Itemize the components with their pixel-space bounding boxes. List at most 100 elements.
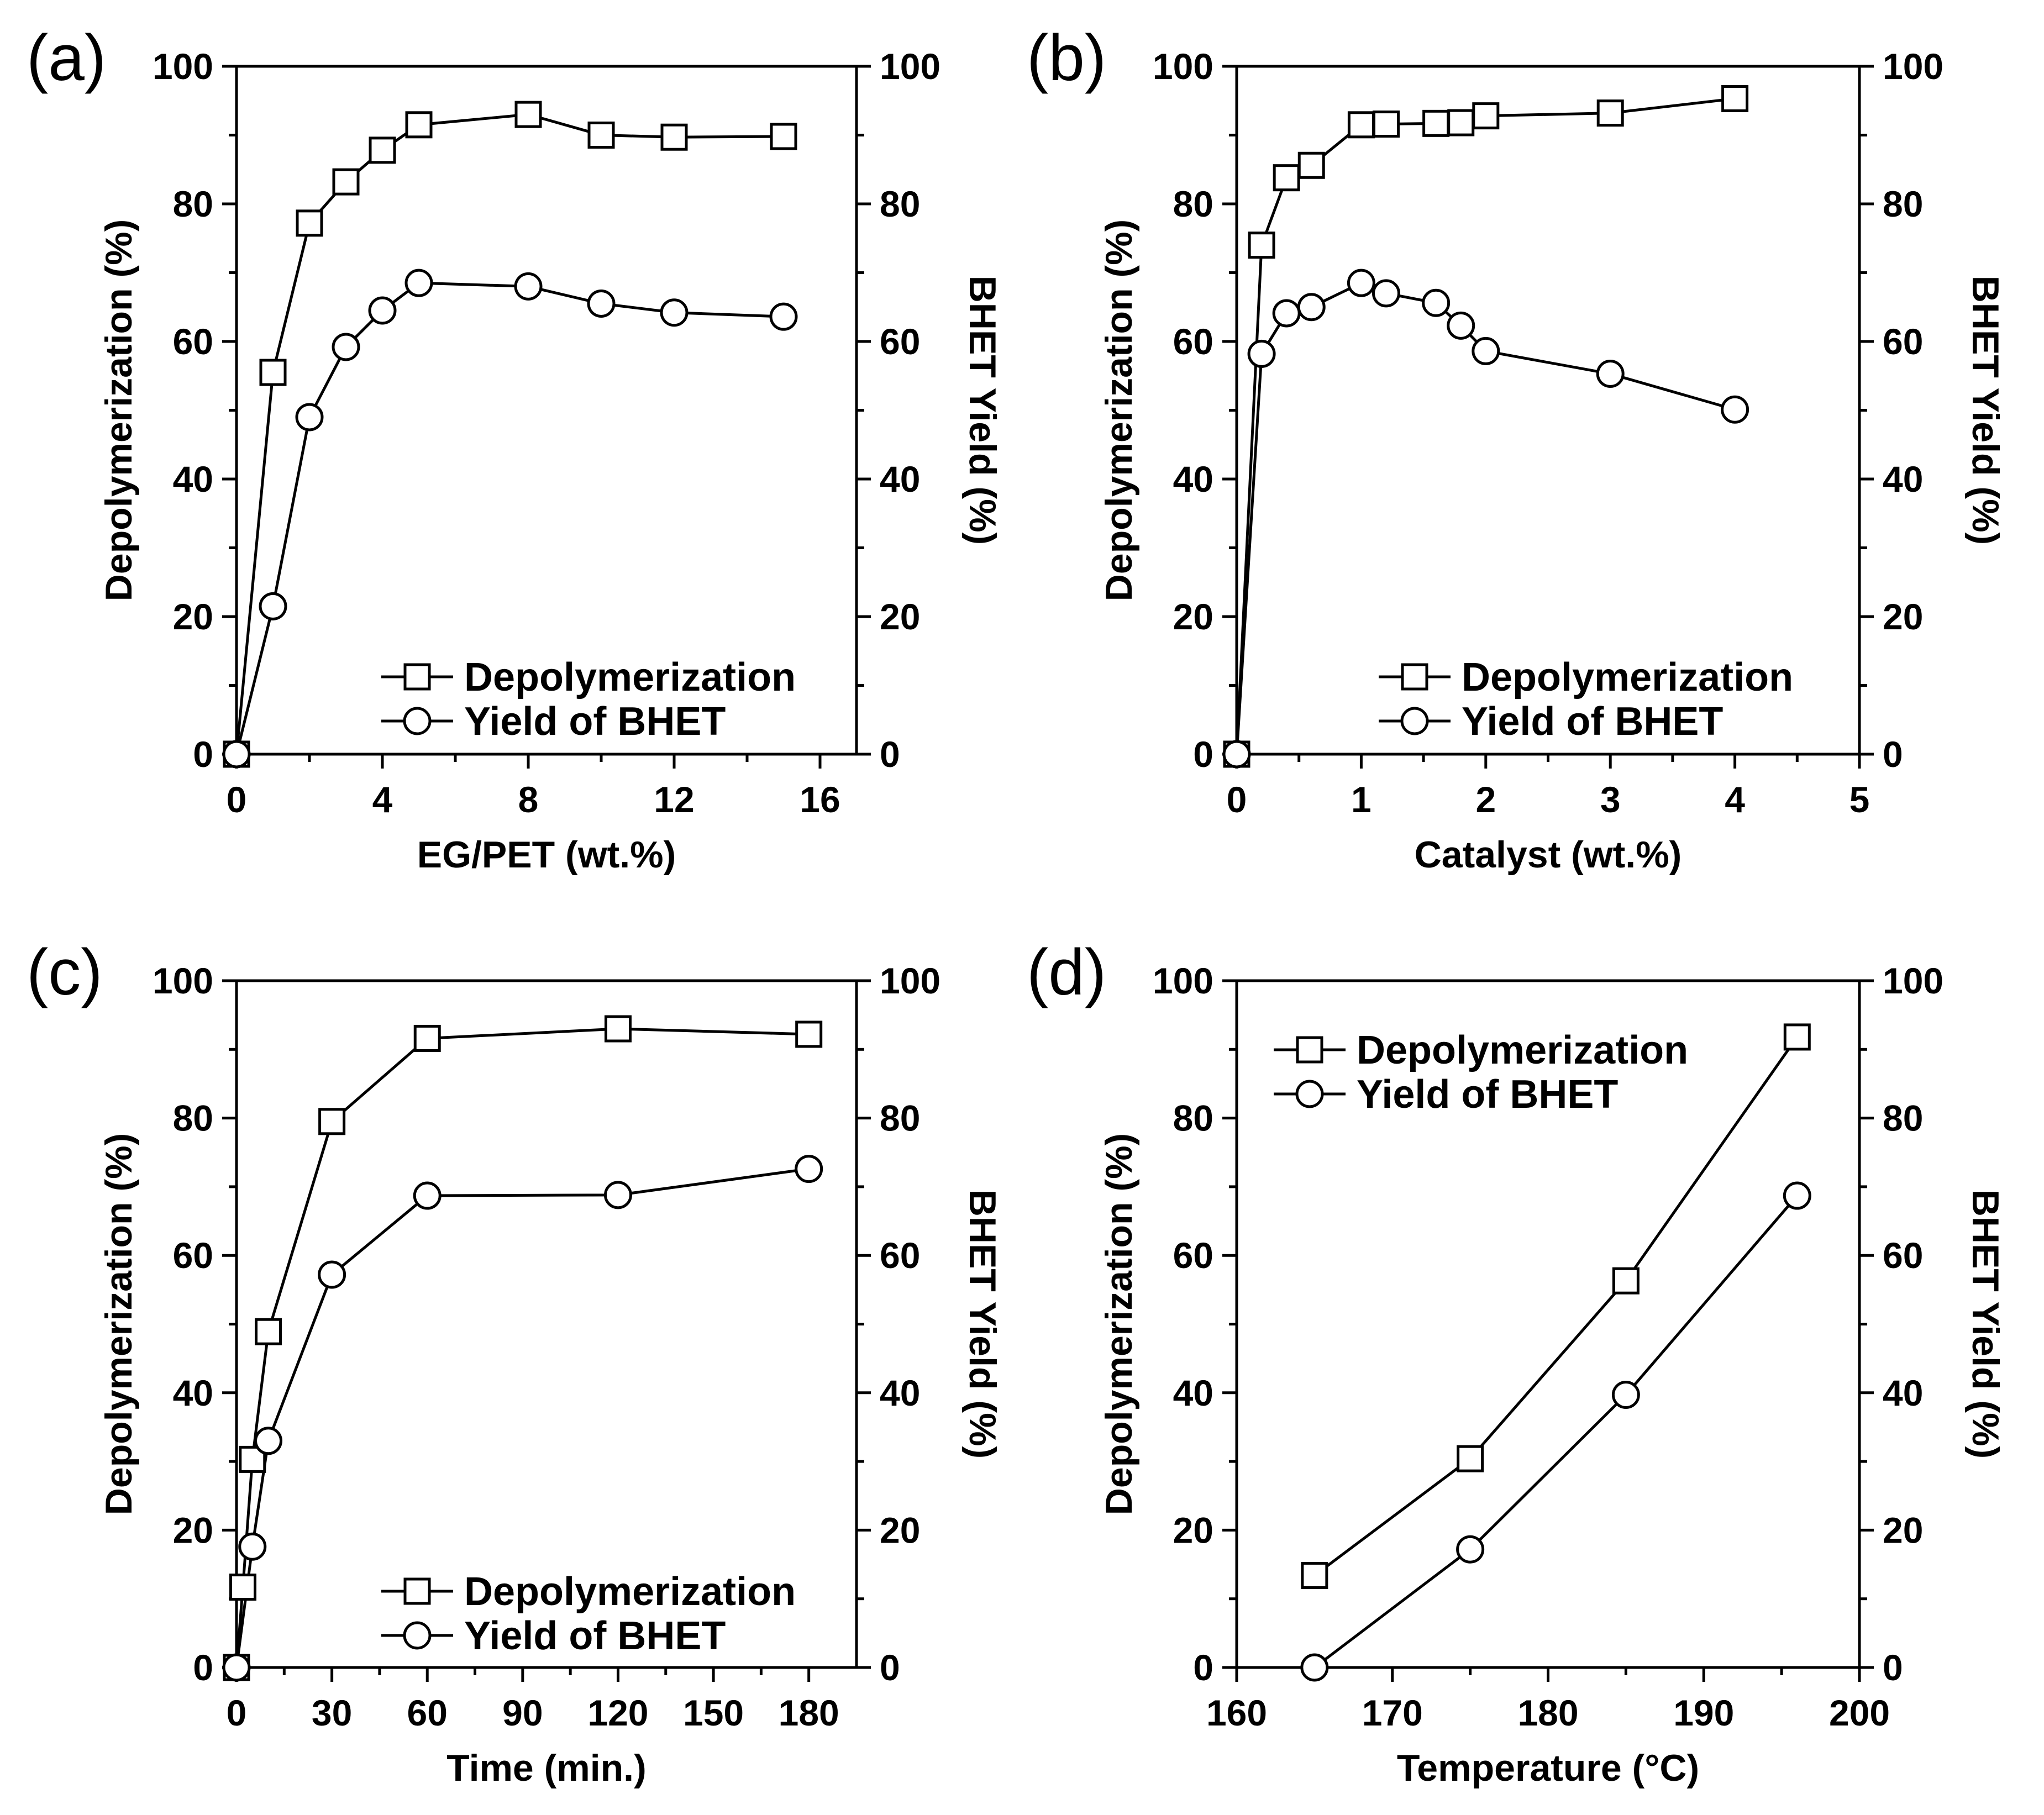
legend-label: Depolymerization (464, 1570, 796, 1614)
y-tick-label-right: 80 (1883, 183, 1923, 224)
y-tick-label-right: 60 (880, 1235, 920, 1276)
y-tick-label-right: 80 (1883, 1098, 1923, 1139)
legend-label: Depolymerization (1462, 655, 1793, 699)
y-tick-label-left: 20 (1173, 1509, 1213, 1550)
depolymerization-point (1248, 232, 1275, 259)
y-axis-title-right: BHET Yield (%) (961, 1190, 1003, 1459)
depolymerization-point (369, 136, 396, 164)
depolymerization-point (1297, 151, 1325, 179)
bhet-yield-point (1297, 293, 1326, 322)
y-tick-label-right: 40 (1883, 459, 1923, 499)
y-tick-label-left: 60 (1173, 1235, 1213, 1276)
depolymerization-point (1612, 1267, 1640, 1295)
plot-frame (235, 65, 858, 756)
depolymerization-point (1372, 111, 1400, 138)
x-tick-label: 1 (1351, 779, 1372, 820)
x-tick-label: 0 (227, 1692, 247, 1733)
y-tick-label-left: 20 (173, 1509, 213, 1550)
y-tick-label-left: 40 (173, 459, 213, 499)
bhet-yield-point (413, 1181, 442, 1210)
y-axis-title-left: Depolymerization (%) (98, 1133, 140, 1515)
depolymerization-point (332, 168, 360, 196)
bhet-yield-point (295, 403, 324, 432)
bhet-yield-point (660, 298, 689, 327)
x-tick-label: 2 (1475, 779, 1496, 820)
legend-label: Yield of BHET (1357, 1072, 1618, 1117)
y-tick-label-left: 100 (1153, 46, 1213, 87)
bhet-yield-point (1222, 740, 1251, 769)
depolymerization-point (587, 122, 615, 149)
depolymerization-point (514, 101, 542, 128)
x-tick-label: 0 (227, 779, 247, 820)
panel-label: (b) (1027, 22, 1106, 94)
depolymerization-point (259, 359, 287, 386)
depolymerization-point (1596, 99, 1624, 127)
depolymerization-point (1347, 111, 1375, 139)
depolymerization-point (1457, 1445, 1484, 1472)
legend-label: Depolymerization (1357, 1028, 1688, 1072)
depolymerization-point (1301, 1561, 1328, 1589)
x-tick-label: 3 (1600, 779, 1621, 820)
y-tick-label-left: 100 (153, 960, 213, 1001)
x-tick-label: 30 (312, 1692, 352, 1733)
panel-label: (a) (27, 22, 106, 94)
y-tick-label-left: 0 (193, 734, 213, 775)
x-tick-label: 90 (502, 1692, 543, 1733)
panel-label: (d) (1027, 936, 1106, 1009)
bhet-yield-point (514, 272, 543, 301)
y-tick-label-right: 0 (880, 1647, 900, 1688)
y-tick-label-right: 0 (1883, 734, 1903, 775)
bhet-yield-point (1721, 395, 1749, 424)
y-tick-label-left: 60 (173, 321, 213, 362)
series-line-bhet-yield (1313, 1195, 1799, 1669)
bhet-yield-point (603, 1181, 632, 1209)
y-tick-label-left: 80 (1173, 183, 1213, 224)
x-axis-title: EG/PET (wt.%) (417, 834, 676, 876)
bhet-yield-point (1596, 360, 1625, 388)
bhet-yield-point (1272, 299, 1301, 328)
y-tick-label-left: 0 (1193, 734, 1213, 775)
y-axis-title-left: Depolymerization (%) (1098, 219, 1140, 601)
x-tick-label: 4 (1725, 779, 1745, 820)
y-axis-title-right: BHET Yield (%) (961, 276, 1003, 545)
depolymerization-point (255, 1318, 282, 1345)
depolymerization-point (318, 1108, 346, 1135)
y-tick-label-left: 80 (173, 1098, 213, 1139)
y-tick-label-right: 80 (880, 1098, 920, 1139)
series-line-depolymerization (235, 113, 784, 755)
series-line-bhet-yield (235, 281, 784, 755)
legend-square-marker (1296, 1036, 1323, 1064)
bhet-yield-point (795, 1155, 823, 1183)
x-tick-label: 190 (1673, 1692, 1734, 1733)
y-tick-label-right: 0 (1883, 1647, 1903, 1688)
depolymerization-point (229, 1574, 257, 1601)
legend-circle-marker (1295, 1080, 1324, 1108)
bhet-yield-point (1247, 339, 1276, 368)
bhet-yield-point (1456, 1535, 1485, 1564)
legend-label: Yield of BHET (464, 699, 726, 744)
x-tick-label: 4 (372, 779, 393, 820)
x-tick-label: 200 (1829, 1692, 1890, 1733)
plot-frame (235, 979, 858, 1669)
depolymerization-point (770, 123, 797, 150)
y-tick-label-left: 60 (1173, 321, 1213, 362)
y-tick-label-right: 0 (880, 734, 900, 775)
x-tick-label: 0 (1227, 779, 1247, 820)
x-tick-label: 5 (1849, 779, 1870, 820)
x-axis-title: Temperature (°C) (1397, 1747, 1699, 1789)
bhet-yield-point (1422, 288, 1451, 317)
bhet-yield-point (1472, 336, 1500, 365)
x-tick-label: 16 (800, 779, 840, 820)
y-tick-label-right: 40 (880, 1372, 920, 1413)
y-axis-title-left: Depolymerization (%) (1098, 1133, 1140, 1515)
bhet-yield-point (1300, 1653, 1329, 1682)
y-axis-title-left: Depolymerization (%) (98, 219, 140, 601)
y-tick-label-left: 100 (153, 46, 213, 87)
bhet-yield-point (259, 592, 287, 620)
panel-4: 0 0 20 20 40 40 60 60 80 80 100 100 160 170 180 190 200 T… (1027, 936, 2006, 1789)
